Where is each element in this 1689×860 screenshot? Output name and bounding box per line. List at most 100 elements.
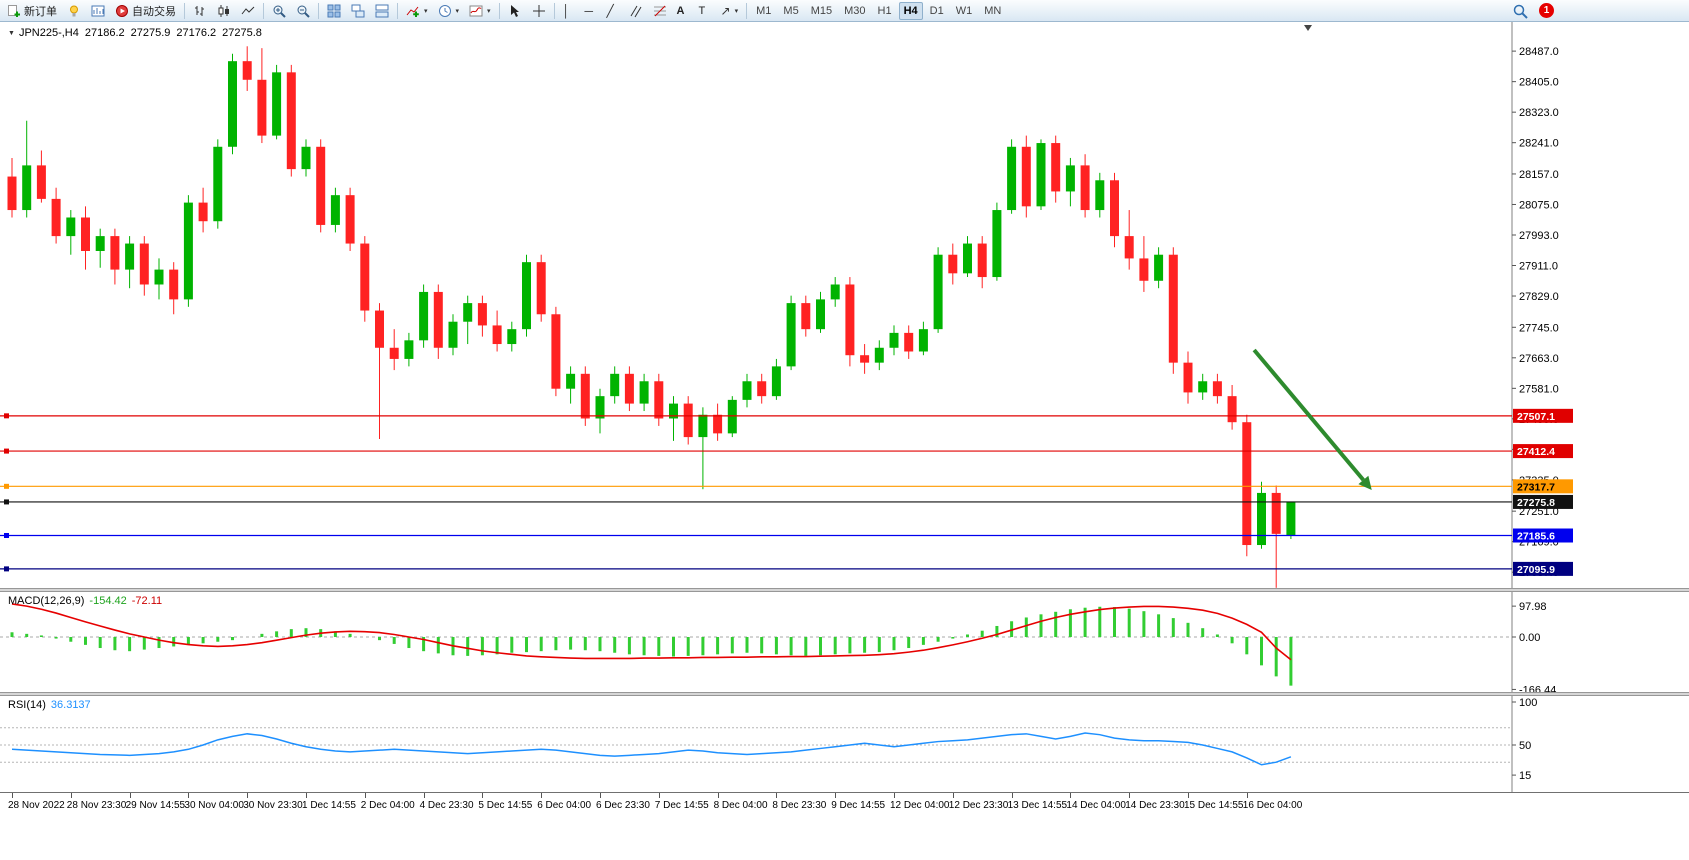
svg-text:27185.6: 27185.6 <box>1517 531 1555 543</box>
price-tick-label: 28323.0 <box>1519 107 1559 119</box>
chart-shift-marker <box>1304 25 1312 31</box>
chart-window-icon <box>91 4 105 18</box>
price-tick-label: 27581.0 <box>1519 383 1559 395</box>
candle <box>110 236 120 270</box>
price-line-badge <box>1513 479 1573 494</box>
clock-icon <box>438 4 452 18</box>
autotrading-button[interactable]: 自动交易 <box>111 1 180 20</box>
periods-button[interactable]: ▾ <box>434 1 464 20</box>
candle <box>992 210 1002 278</box>
zoom-in-button[interactable] <box>268 1 290 20</box>
macd-pane[interactable]: 97.98 0.00 -166.44 <box>0 592 1689 692</box>
new-order-button[interactable]: 新订单 <box>3 1 61 20</box>
time-axis[interactable]: 28 Nov 2022 28 Nov 23:30 29 Nov 14:55 30 No… <box>0 792 1689 817</box>
toolbar-separator <box>263 2 264 19</box>
toolbar-group-chart-type <box>189 1 259 20</box>
fibonacci-button[interactable] <box>649 1 671 20</box>
cascade-windows-button[interactable] <box>347 1 369 20</box>
timeframe-m15-button[interactable]: M15 <box>806 2 837 20</box>
horizontal-line-button[interactable]: ─ <box>581 1 601 20</box>
toolbar: 新订单 自动交易 <box>0 0 1689 22</box>
time-axis-label: 8 Dec 23:30 <box>772 800 827 811</box>
time-tick <box>1188 793 1189 798</box>
candle <box>404 340 414 359</box>
timeframe-m30-button[interactable]: M30 <box>839 2 870 20</box>
candle <box>375 310 384 348</box>
zoom-out-button[interactable] <box>292 1 314 20</box>
timeframe-h4-button[interactable]: H4 <box>898 1 923 20</box>
arrows-tool-button[interactable]: ↗ ▾ <box>717 1 743 20</box>
price-tick-label: 28405.0 <box>1519 77 1559 89</box>
candle <box>566 373 576 389</box>
timeframe-m1-button[interactable]: M1 <box>751 2 776 20</box>
candle <box>301 146 311 170</box>
candle <box>757 381 767 397</box>
timeframe-h1-button[interactable]: H1 <box>873 2 897 20</box>
candle <box>22 165 32 211</box>
svg-text:27507.1: 27507.1 <box>1517 411 1555 423</box>
templates-button[interactable]: ▾ <box>465 1 495 20</box>
candle <box>933 254 943 330</box>
tile-windows-button[interactable] <box>323 1 345 20</box>
candle <box>169 269 179 300</box>
candle <box>1227 396 1237 423</box>
chart-menu-icon[interactable]: ▼ <box>8 30 15 37</box>
candle <box>580 373 590 419</box>
candle <box>139 243 149 285</box>
timeframe-d1-button[interactable]: D1 <box>925 2 949 20</box>
time-tick <box>717 793 719 798</box>
candle <box>654 381 664 419</box>
label-tool-icon: T <box>698 4 706 17</box>
vertical-line-button[interactable]: │ <box>559 1 579 20</box>
price-chart-pane[interactable]: 28487.0 28405.0 28323.0 28241.0 28157.0 28075… <box>0 22 1689 588</box>
time-tick <box>600 793 601 798</box>
candle <box>330 195 340 225</box>
candle <box>272 72 282 136</box>
zoom-out-icon <box>296 4 310 18</box>
arrange-windows-button[interactable] <box>371 1 393 20</box>
candle <box>81 217 90 251</box>
text-tool-button[interactable]: A <box>673 1 693 20</box>
lightbulb-button[interactable] <box>63 1 85 20</box>
indicators-button[interactable]: ▾ <box>402 1 432 20</box>
chart-window-button[interactable] <box>87 1 109 20</box>
candle <box>1286 501 1296 536</box>
macd-pane-splitter[interactable] <box>0 588 1689 592</box>
candle <box>977 243 987 278</box>
bar-chart-type-button[interactable] <box>189 1 211 20</box>
trendline-button[interactable]: ╱ <box>603 1 623 20</box>
line-chart-type-button[interactable] <box>237 1 259 20</box>
rsi-pane[interactable]: 100 50 15 <box>0 696 1689 792</box>
time-tick <box>894 793 895 798</box>
price-tick-label: 28241.0 <box>1519 138 1559 150</box>
candlestick-type-button[interactable] <box>213 1 235 20</box>
timeframe-w1-button[interactable]: W1 <box>951 2 978 20</box>
label-tool-button[interactable]: T <box>695 1 715 20</box>
notification-badge[interactable]: 1 <box>1539 3 1554 18</box>
candle <box>727 399 737 434</box>
search-icon[interactable] <box>1513 4 1528 19</box>
time-tick <box>835 793 837 798</box>
crosshair-button[interactable] <box>528 1 550 20</box>
candle <box>95 236 105 251</box>
toolbar-group-trade: 新订单 自动交易 <box>3 1 180 20</box>
rsi-pane-splitter[interactable] <box>0 692 1689 696</box>
svg-text:27095.9: 27095.9 <box>1517 564 1555 576</box>
trend-arrow[interactable] <box>1252 348 1365 482</box>
candle <box>286 72 296 170</box>
time-axis-label: 14 Dec 04:00 <box>1066 800 1126 811</box>
candle <box>742 381 752 400</box>
price-line-badge <box>1513 408 1573 423</box>
candle <box>463 303 473 322</box>
time-tick <box>188 793 190 798</box>
timeframe-m5-button[interactable]: M5 <box>778 2 803 20</box>
candle <box>1021 146 1031 207</box>
zoom-in-icon <box>272 4 286 18</box>
cursor-button[interactable] <box>504 1 526 20</box>
candle <box>639 381 649 404</box>
arrange-windows-icon <box>375 4 389 18</box>
candle <box>771 366 781 397</box>
channel-button[interactable] <box>625 1 647 20</box>
toolbar-separator <box>498 2 500 19</box>
timeframe-mn-button[interactable]: MN <box>979 2 1006 20</box>
